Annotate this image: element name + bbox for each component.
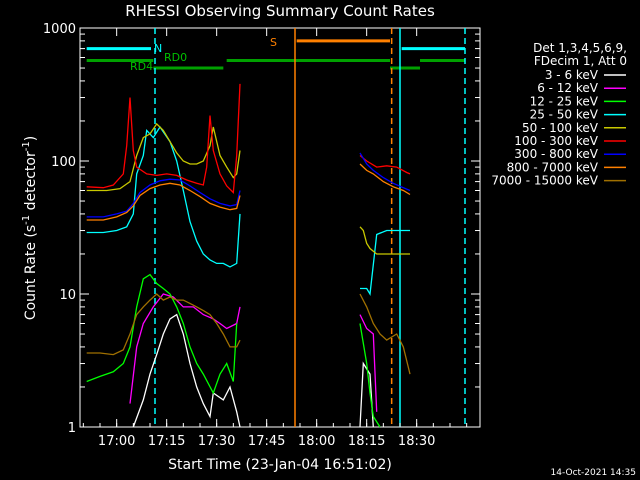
y-axis-label: Count Rate (s-1 detector-1) <box>21 136 39 320</box>
series-2-segment-1 <box>359 323 381 428</box>
event-markers <box>154 28 466 427</box>
y-axis: 1 10 100 1000 <box>43 22 480 436</box>
legend-label-7: 800 - 7000 keV <box>507 160 599 174</box>
legend-label-4: 50 - 100 keV <box>522 121 599 135</box>
x-tick-label-6: 18:30 <box>398 434 435 449</box>
legend: Det 1,3,4,5,6,9, FDecim 1, Att 0 3 - 6 k… <box>491 41 627 188</box>
legend-header-line-2: FDecim 1, Att 0 <box>534 54 627 68</box>
legend-label-1: 6 - 12 keV <box>537 81 599 95</box>
series-1-segment-0 <box>129 293 241 404</box>
rd4-label: RD4 <box>130 60 153 73</box>
x-axis-label: Start Time (23-Jan-04 16:51:02) <box>168 457 392 473</box>
y-tick-label-2: 100 <box>51 155 76 170</box>
series-7-segment-1 <box>359 163 411 196</box>
x-tick-label-0: 17:00 <box>98 434 135 449</box>
legend-label-8: 7000 - 15000 keV <box>491 174 598 188</box>
marker-s-label: S <box>270 36 277 49</box>
series-lines <box>86 83 411 428</box>
series-1-segment-1 <box>359 314 378 412</box>
legend-label-0: 3 - 6 keV <box>545 68 599 82</box>
legend-label-2: 12 - 25 keV <box>530 94 599 108</box>
x-tick-label-4: 18:00 <box>298 434 335 449</box>
series-8-segment-0 <box>86 293 241 356</box>
y-tick-label-3: 1000 <box>43 22 76 37</box>
series-5-segment-1 <box>359 154 411 175</box>
series-5-segment-0 <box>86 83 241 194</box>
x-tick-label-3: 17:45 <box>248 434 285 449</box>
series-4-segment-1 <box>359 226 410 255</box>
series-3-segment-0 <box>86 125 241 268</box>
x-tick-label-2: 17:30 <box>198 434 235 449</box>
series-4-segment-0 <box>86 122 241 192</box>
x-tick-label-5: 18:15 <box>348 434 385 449</box>
plot-frame <box>79 27 481 428</box>
chart-title: RHESSI Observing Summary Count Rates <box>125 2 435 20</box>
x-axis: 17:00 17:15 17:30 17:45 18:00 18:15 18:30 <box>82 28 468 449</box>
marker-n-label: N <box>154 42 162 55</box>
x-tick-label-1: 17:15 <box>148 434 185 449</box>
y-tick-label-0: 1 <box>68 421 76 436</box>
series-6-segment-1 <box>359 152 411 192</box>
legend-label-3: 25 - 50 keV <box>530 108 599 122</box>
series-3-segment-1 <box>360 229 410 296</box>
y-tick-label-1: 10 <box>59 288 76 303</box>
legend-label-6: 300 - 800 keV <box>514 147 598 161</box>
legend-label-5: 100 - 300 keV <box>514 134 598 148</box>
series-6-segment-0 <box>86 178 241 218</box>
legend-header-line-1: Det 1,3,4,5,6,9, <box>533 41 627 55</box>
timestamp: 14-Oct-2021 14:35 <box>551 468 636 478</box>
series-8-segment-1 <box>359 293 411 375</box>
series-0-segment-0 <box>132 313 241 428</box>
series-7-segment-0 <box>86 182 241 221</box>
rd0-label: RD0 <box>164 51 187 64</box>
series-2-segment-0 <box>86 273 238 395</box>
state-bars <box>86 39 465 70</box>
series-0-segment-1 <box>359 361 374 428</box>
